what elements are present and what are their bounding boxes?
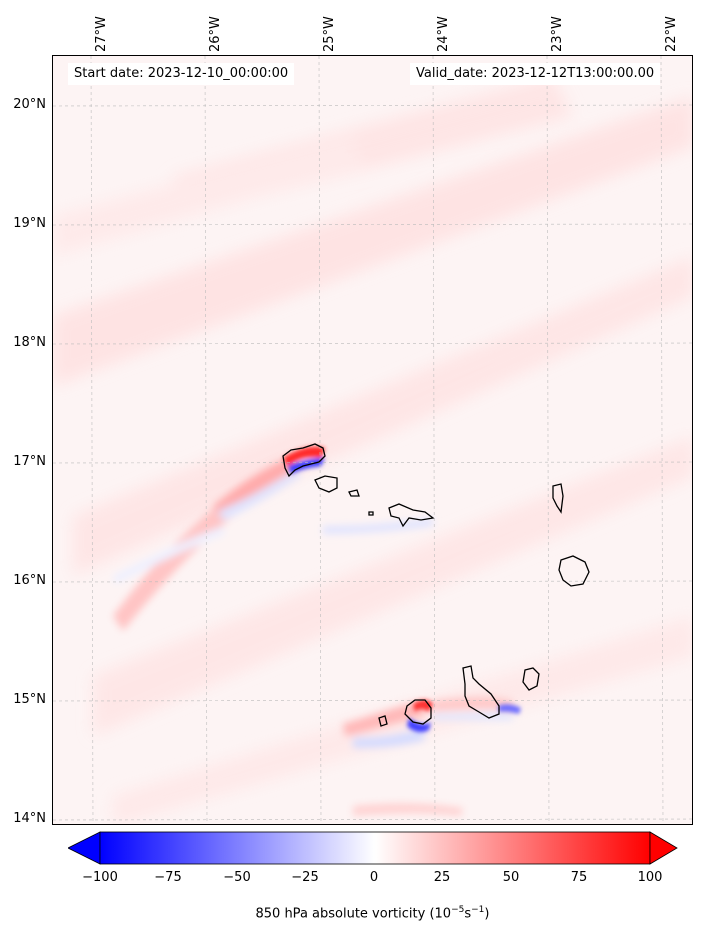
lon-label: 24°W: [436, 16, 451, 52]
island-sal: [552, 483, 564, 514]
coastlines: [282, 443, 590, 727]
lat-label: 18°N: [13, 335, 46, 350]
island-branco: [368, 511, 374, 516]
colorbar-tick: −25: [291, 870, 319, 885]
map-area[interactable]: [52, 55, 693, 825]
colorbar-tick: 25: [433, 870, 451, 885]
lat-label: 16°N: [13, 573, 46, 588]
island-boa-vista: [558, 555, 590, 587]
colorbar-tick: −50: [223, 870, 251, 885]
island-sao-nicolau: [388, 503, 435, 528]
lon-label: 23°W: [550, 16, 565, 52]
island-sao-vicente: [314, 475, 338, 493]
island-santiago: [462, 665, 500, 719]
vorticity-field: [53, 76, 692, 824]
island-brava: [378, 715, 388, 727]
lat-label: 15°N: [13, 692, 46, 707]
lat-label: 17°N: [13, 454, 46, 469]
start-date-label: Start date: 2023-12-10_00:00:00: [68, 63, 295, 85]
gridlines: [53, 56, 692, 824]
lat-label: 14°N: [13, 811, 46, 826]
colorbar: [68, 831, 678, 865]
colorbar-body: [99, 831, 651, 865]
lon-label: 22°W: [664, 16, 679, 52]
colorbar-tick: 100: [637, 870, 663, 885]
lat-label: 19°N: [13, 216, 46, 231]
lon-label: 25°W: [322, 16, 337, 52]
colorbar-tick: 50: [502, 870, 520, 885]
colorbar-tick: −100: [82, 870, 118, 885]
strong-vorticity: [283, 446, 521, 733]
lon-label: 26°W: [208, 16, 223, 52]
colorbar-extend-low: [68, 831, 101, 865]
vorticity-map: [53, 56, 692, 824]
lon-label: 27°W: [94, 16, 109, 52]
island-maio: [522, 667, 540, 691]
valid-date-label: Valid_date: 2023-12-12T13:00:00.00: [410, 63, 661, 85]
lat-label: 20°N: [13, 97, 46, 112]
island-santo-antao: [282, 443, 326, 478]
colorbar-tick: 75: [570, 870, 588, 885]
colorbar-extend-high: [649, 831, 678, 865]
island-santa-luzia: [348, 489, 360, 497]
island-fogo: [404, 699, 432, 725]
colorbar-label: 850 hPa absolute vorticity (10−5s−1): [255, 905, 490, 922]
colorbar-tick: −75: [154, 870, 182, 885]
colorbar-tick: 0: [369, 870, 379, 885]
wake-streaks: [113, 456, 513, 816]
